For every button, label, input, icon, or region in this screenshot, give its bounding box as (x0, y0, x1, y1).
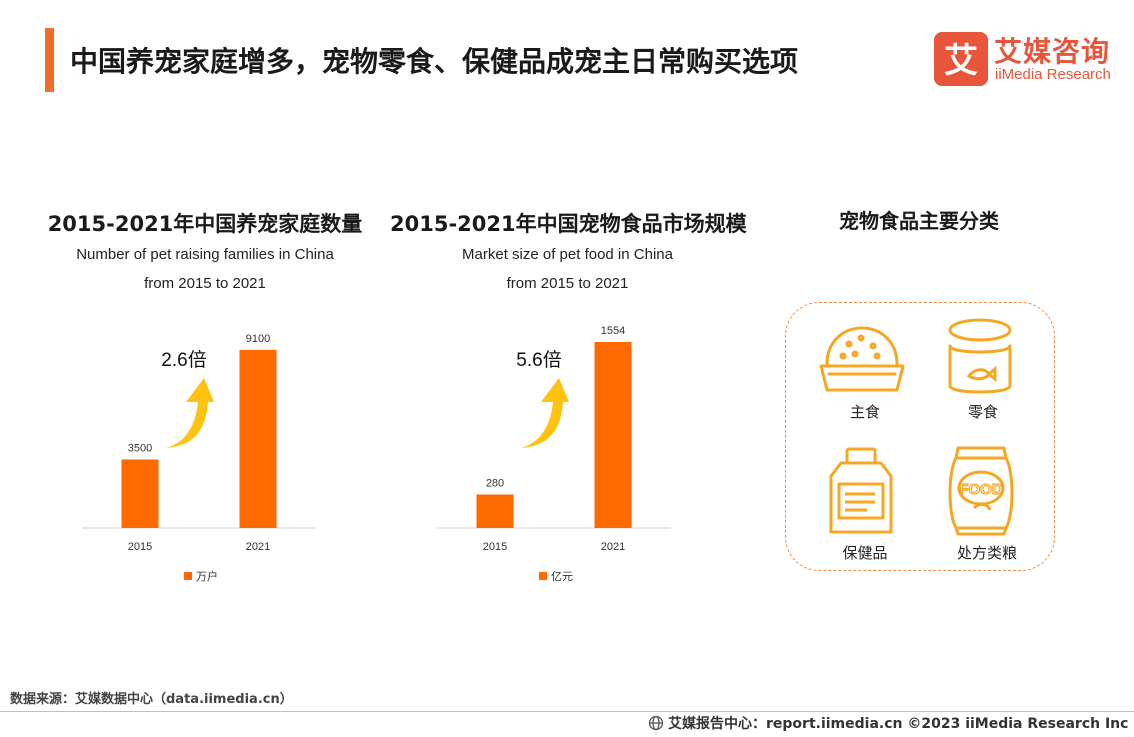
food-bowl-icon (819, 326, 905, 392)
categories-panel (785, 302, 1055, 571)
globe-icon (648, 715, 664, 731)
bar-2015 (121, 459, 159, 528)
categories-title: 宠物食品主要分类 (839, 209, 999, 233)
tick-label-2015: 2015 (483, 541, 507, 553)
brand-logo-glyph: 艾 (944, 42, 978, 80)
growth-annotation: 2.6倍 (161, 349, 206, 371)
bar-2021 (594, 342, 632, 528)
legend-label: 亿元 (551, 570, 573, 583)
footer-report: 艾媒报告中心：report.iimedia.cn ©2023 iiMedia R… (668, 716, 1129, 732)
category-label-supplement: 保健品 (842, 544, 888, 562)
tick-label-2021: 2021 (246, 541, 270, 553)
chart2-title: 2015-2021年中国宠物食品市场规模 (390, 212, 747, 236)
snack-can-icon (948, 318, 1012, 394)
growth-arrow-icon (166, 378, 214, 448)
food-bag-icon: FOOD (948, 446, 1014, 536)
chart2-subtitle-line2: from 2015 to 2021 (506, 275, 629, 292)
chart1-subtitle: Number of pet raising families in China … (40, 240, 370, 298)
growth-arrow-shape (521, 378, 569, 448)
tick-label-2015: 2015 (128, 541, 152, 553)
chart2-svg: 5.6倍 280 2015 1554 2021 亿元 (437, 325, 671, 583)
category-label-prescription: 处方类粮 (956, 544, 1017, 562)
legend-swatch (539, 572, 547, 580)
growth-annotation: 5.6倍 (516, 349, 561, 371)
title-accent-bar (45, 28, 54, 92)
chart1-subtitle-line2: from 2015 to 2021 (144, 275, 266, 292)
supplement-jar-icon (829, 447, 893, 534)
value-label-2015: 280 (486, 477, 504, 489)
bar-2015 (476, 494, 514, 528)
data-source: 数据来源：艾媒数据中心（data.iimedia.cn） (10, 692, 293, 707)
legend-label: 万户 (196, 569, 218, 583)
legend-swatch (184, 572, 192, 580)
svg-text:FOOD: FOOD (959, 481, 1002, 498)
page-title: 中国养宠家庭增多，宠物零食、保健品成宠主日常购买选项 (70, 45, 799, 78)
value-label-2021: 1554 (601, 325, 625, 337)
growth-arrow-shape (166, 378, 214, 448)
brand-logo-icon: 艾 (934, 32, 988, 86)
footer-divider (0, 711, 1134, 712)
brand-name-cn: 艾媒咨询 (994, 35, 1111, 68)
category-label-snack: 零食 (967, 403, 998, 421)
tick-label-2021: 2021 (601, 541, 625, 553)
bar-2021 (239, 349, 277, 528)
chart2-subtitle-line1: Market size of pet food in China (462, 246, 673, 263)
value-label-2021: 9100 (246, 333, 270, 345)
growth-arrow-icon (521, 378, 569, 448)
brand-name-en: iiMedia Research (995, 66, 1111, 83)
chart1-subtitle-line1: Number of pet raising families in China (76, 246, 334, 263)
category-label-staple: 主食 (849, 403, 880, 421)
value-label-2015: 3500 (128, 442, 152, 454)
chart1-svg: 2.6倍 3500 2015 9100 2021 万户 (82, 333, 316, 583)
chart1-title: 2015-2021年中国养宠家庭数量 (47, 212, 363, 236)
chart2-subtitle: Market size of pet food in China from 20… (400, 240, 735, 298)
